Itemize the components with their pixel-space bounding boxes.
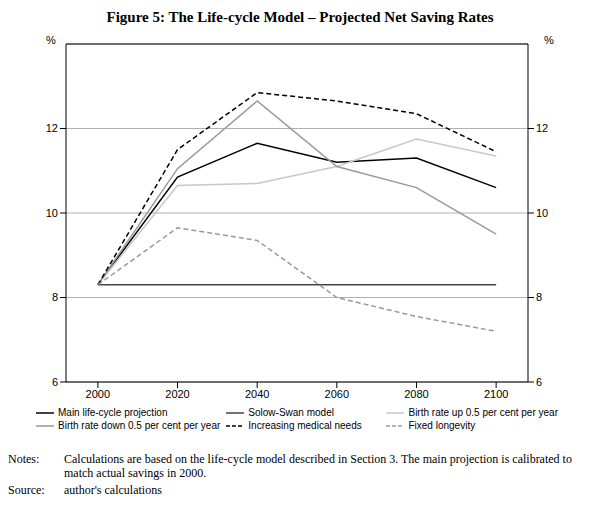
svg-text:2020: 2020	[165, 388, 189, 400]
html-text:Main life-cycle projection: Main life-cycle projection	[58, 407, 168, 418]
svg-text:10: 10	[536, 207, 548, 219]
html-text:Birth rate down 0.5 per cent p: Birth rate down 0.5 per cent per year	[58, 420, 221, 431]
html-text:Source:: Source:	[8, 483, 45, 497]
svg-text:8: 8	[536, 291, 542, 303]
html-text:Calculations are based on the: Calculations are based on the life-cycle…	[64, 452, 572, 480]
html-text:Birth rate up 0.5 per cent per: Birth rate up 0.5 per cent per year	[408, 407, 558, 418]
svg-text:6: 6	[52, 376, 58, 388]
svg-text:2060: 2060	[325, 388, 349, 400]
svg-text:2000: 2000	[86, 388, 110, 400]
html-text:Notes:: Notes:	[8, 452, 40, 466]
svg-text:2080: 2080	[404, 388, 428, 400]
html-text:Increasing medical needs: Increasing medical needs	[248, 420, 362, 431]
html-text:Fixed longevity: Fixed longevity	[408, 420, 476, 431]
html-text:Figure 5: The Life-cycle Model: Figure 5: The Life-cycle Model – Project…	[106, 9, 494, 25]
svg-text:2040: 2040	[245, 388, 269, 400]
svg-text:8: 8	[52, 291, 58, 303]
svg-text:10: 10	[46, 207, 58, 219]
svg-text:6: 6	[536, 376, 542, 388]
svg-text:12: 12	[536, 122, 548, 134]
html-text:Solow-Swan model: Solow-Swan model	[248, 407, 334, 418]
svg-text:12: 12	[46, 122, 58, 134]
svg-text:2100: 2100	[484, 388, 508, 400]
html-text:author's calculations: author's calculations	[64, 483, 162, 497]
